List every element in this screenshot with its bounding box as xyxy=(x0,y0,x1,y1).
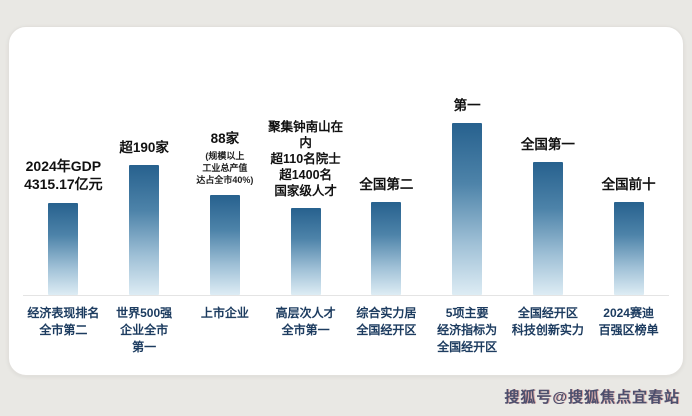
bar-category-label: 高层次人才 全市第一 xyxy=(275,306,336,337)
bar-chart-area: 2024年GDP 4315.17亿元 超190家 88家 (规模以上 工业总产值… xyxy=(23,43,669,295)
bar xyxy=(452,123,483,295)
bar-category-label: 综合实力居 全国经开区 xyxy=(356,306,417,337)
bar-annotation-note: (规模以上 工业总产值 达占全市40%) xyxy=(196,150,254,185)
bar-column-gdp: 2024年GDP 4315.17亿元 xyxy=(23,43,104,295)
bar-category-label: 上市企业 xyxy=(200,306,249,320)
category-labels-row: 经济表现排名 全市第二 世界500强 企业全市 第一 上市企业 高层次人才 全市… xyxy=(23,295,669,355)
bar xyxy=(613,202,644,295)
bar-annotation: 聚集钟南山在内 超110名院士 超1400名 国家级人才 xyxy=(268,120,344,198)
bar-column-comprehensive-strength: 全国第二 xyxy=(346,43,427,295)
bar-annotation: 2024年GDP 4315.17亿元 xyxy=(24,158,103,193)
bar-category-label: 2024赛迪 百强区榜单 xyxy=(598,306,659,337)
bar xyxy=(532,162,563,295)
bar xyxy=(371,202,402,295)
bar-category-label: 全国经开区 科技创新实力 xyxy=(511,306,584,337)
bar-column-top100-ranking: 全国前十 xyxy=(588,43,669,295)
bar-annotation: 全国第一 xyxy=(520,136,575,152)
bar-annotation: 超190家 xyxy=(119,139,169,155)
bar-column-tech-innovation: 全国第一 xyxy=(508,43,589,295)
bar-column-talent: 聚集钟南山在内 超110名院士 超1400名 国家级人才 xyxy=(265,43,346,295)
bar-annotation: 88家 xyxy=(210,131,240,147)
bar-category-label: 经济表现排名 全市第二 xyxy=(27,306,100,337)
bar xyxy=(129,165,160,295)
bar xyxy=(209,195,240,295)
bar-annotation: 全国前十 xyxy=(601,176,656,192)
bar-column-fortune500: 超190家 xyxy=(104,43,185,295)
bar xyxy=(48,203,79,295)
bar-category-label: 5项主要 经济指标为 全国经开区 xyxy=(437,306,498,354)
chart-card: 2024年GDP 4315.17亿元 超190家 88家 (规模以上 工业总产值… xyxy=(8,26,684,376)
bar-annotation: 全国第二 xyxy=(359,176,414,192)
bar-column-listed-companies: 88家 (规模以上 工业总产值 达占全市40%) xyxy=(185,43,266,295)
bar-column-economic-indicators: 第一 xyxy=(427,43,508,295)
bar-category-label: 世界500强 企业全市 第一 xyxy=(116,306,173,354)
bar xyxy=(290,208,321,295)
bar-annotation: 第一 xyxy=(453,97,481,113)
sohu-watermark: 搜狐号@搜狐焦点宜春站 xyxy=(504,389,680,406)
